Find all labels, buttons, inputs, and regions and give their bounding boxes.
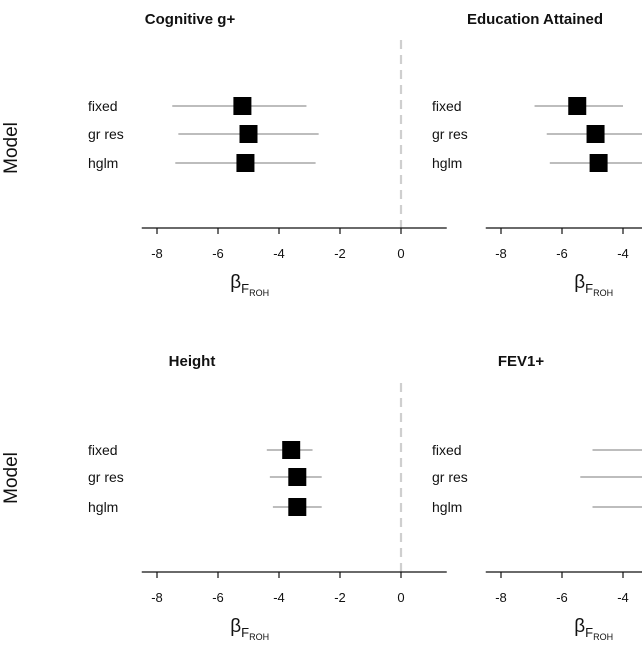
estimate-marker [586, 125, 605, 143]
row-label: hglm [88, 155, 118, 171]
x-axis-label: βFROH [574, 272, 613, 298]
x-axis-label-beta: β [230, 272, 241, 293]
x-axis-label-subsub: ROH [249, 288, 269, 298]
panel-title: Cognitive g+ [145, 11, 236, 28]
x-tick-label: -2 [334, 246, 346, 261]
row-label: hglm [88, 499, 118, 515]
x-tick-label: -8 [495, 246, 507, 261]
x-axis-label-beta: β [574, 616, 585, 637]
x-axis-label: βFROH [230, 616, 269, 642]
estimate-marker [282, 441, 301, 459]
row-label: hglm [432, 155, 462, 171]
x-tick-label: -8 [495, 590, 507, 605]
x-tick-label: -4 [617, 590, 629, 605]
x-tick-label: -8 [151, 246, 163, 261]
row-label: gr res [88, 469, 124, 485]
x-axis-label-sub: F [585, 625, 593, 640]
x-tick-label: -4 [617, 246, 629, 261]
y-axis-label: Model [1, 452, 22, 504]
x-axis-label: βFROH [574, 616, 613, 642]
x-tick-label: -6 [212, 246, 224, 261]
x-tick-label: -8 [151, 590, 163, 605]
y-axis-label: Model [1, 122, 22, 174]
x-axis-label: βFROH [230, 272, 269, 298]
x-axis-label-beta: β [230, 616, 241, 637]
x-axis-label-sub: F [241, 281, 249, 296]
estimate-marker [288, 468, 307, 486]
estimate-marker [568, 97, 587, 115]
estimate-marker [239, 125, 258, 143]
panel-title: Education Attained [467, 11, 603, 28]
row-label: fixed [432, 442, 462, 458]
row-label: fixed [432, 98, 462, 114]
x-tick-label: 0 [397, 590, 404, 605]
x-axis-label-subsub: ROH [593, 632, 613, 642]
x-axis-label-beta: β [574, 272, 585, 293]
panel-title: Height [169, 353, 216, 370]
x-tick-label: -6 [556, 246, 568, 261]
row-label: gr res [88, 126, 124, 142]
x-tick-label: -2 [334, 590, 346, 605]
panel-2: Height -8 -6 -4 -2 0 βFROH fixed gr res hglm Model [1, 353, 447, 642]
panel-1: Education Attained-8-6-4-20βFROHfixedgr … [432, 11, 642, 298]
x-axis-label-sub: F [241, 625, 249, 640]
x-axis-label-subsub: ROH [593, 288, 613, 298]
panel-0: Cognitive g+ -8 -6 -4 -2 0 βFROH fixed gr res hgl… [1, 11, 447, 298]
row-label: fixed [88, 442, 118, 458]
panel-title: FEV1+ [498, 353, 545, 370]
x-tick-label: -4 [273, 246, 285, 261]
x-tick-label: 0 [397, 246, 404, 261]
x-axis-label-sub: F [585, 281, 593, 296]
row-label: gr res [432, 469, 468, 485]
x-tick-label: -6 [212, 590, 224, 605]
x-tick-label: -6 [556, 590, 568, 605]
row-label: fixed [88, 98, 118, 114]
estimate-marker [236, 154, 255, 172]
estimate-marker [233, 97, 252, 115]
x-axis-label-subsub: ROH [249, 632, 269, 642]
x-tick-label: -4 [273, 590, 285, 605]
row-label: gr res [432, 126, 468, 142]
estimate-marker [288, 498, 307, 516]
row-label: hglm [432, 499, 462, 515]
estimate-marker [589, 154, 608, 172]
